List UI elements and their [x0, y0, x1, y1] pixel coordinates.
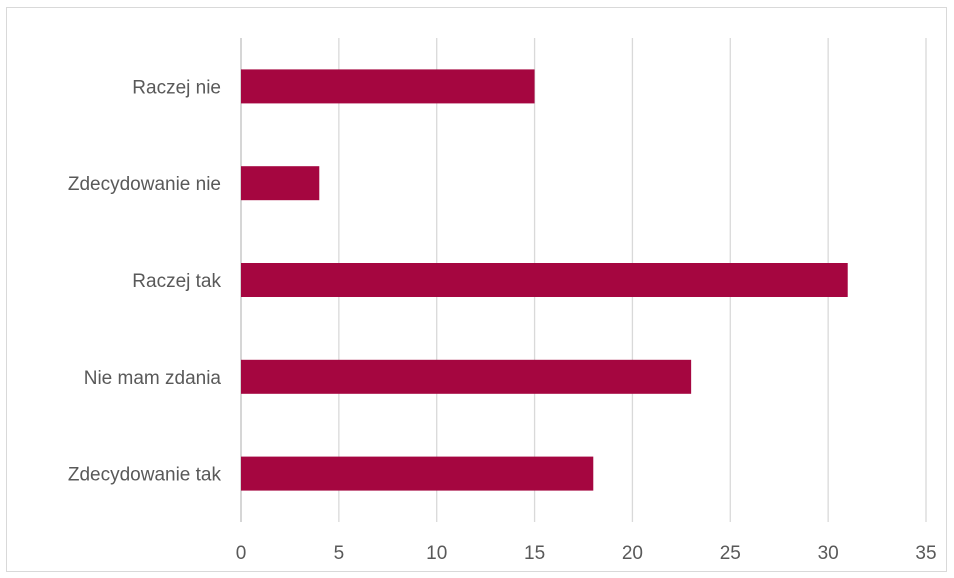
- bar: [241, 166, 320, 201]
- x-tick-label: 20: [622, 543, 643, 564]
- category-label: Nie mam zdania: [84, 368, 222, 389]
- x-tick-label: 15: [524, 543, 545, 564]
- bar: [241, 359, 692, 394]
- x-tick-label: 35: [915, 543, 936, 564]
- category-label: Raczej tak: [132, 271, 221, 292]
- bar: [241, 456, 594, 491]
- x-tick-label: 25: [720, 543, 741, 564]
- x-tick-labels: 0 5 10 15 20 25 30 35: [236, 543, 937, 564]
- category-label: Zdecydowanie tak: [68, 465, 222, 486]
- bar: [241, 69, 535, 104]
- x-tick-label: 30: [818, 543, 839, 564]
- x-tick-label: 0: [236, 543, 247, 564]
- category-label: Raczej nie: [132, 77, 221, 98]
- category-labels: Raczej nie Zdecydowanie nie Raczej tak Nie …: [68, 77, 222, 485]
- x-tick-label: 5: [334, 543, 345, 564]
- bars: [241, 69, 848, 491]
- x-tick-label: 10: [426, 543, 447, 564]
- category-label: Zdecydowanie nie: [68, 174, 221, 195]
- bar: [241, 263, 848, 297]
